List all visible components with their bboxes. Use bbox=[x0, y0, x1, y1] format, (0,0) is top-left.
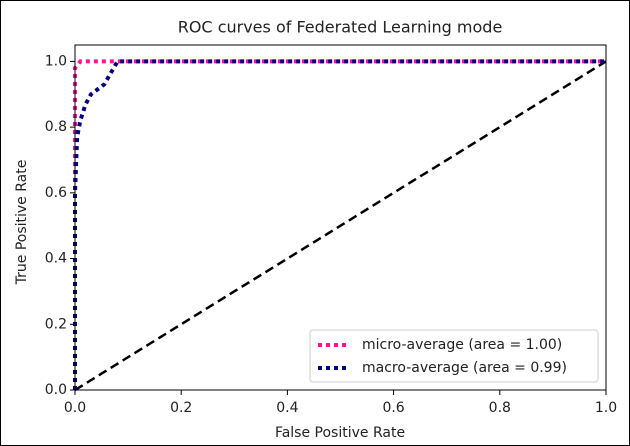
x-tick-label: 0.4 bbox=[276, 400, 298, 416]
legend-label: macro-average (area = 0.99) bbox=[362, 360, 567, 376]
y-axis-label: True Positive Rate bbox=[14, 160, 30, 286]
y-tick-label: 0.2 bbox=[45, 316, 67, 332]
y-tick-label: 0.8 bbox=[45, 119, 67, 135]
x-tick-label: 0.6 bbox=[382, 400, 404, 416]
x-axis-label: False Positive Rate bbox=[275, 425, 405, 441]
chance-line bbox=[74, 60, 607, 392]
legend-label: micro-average (area = 1.00) bbox=[362, 337, 562, 353]
y-tick-label: 0.6 bbox=[45, 185, 67, 201]
chart-title: ROC curves of Federated Learning mode bbox=[178, 18, 503, 37]
x-tick-label: 1.0 bbox=[595, 400, 617, 416]
legend bbox=[309, 329, 599, 383]
x-tick-label: 0.8 bbox=[489, 400, 511, 416]
x-tick-label: 0.2 bbox=[170, 400, 192, 416]
y-tick-label: 0.0 bbox=[45, 382, 67, 398]
y-tick-label: 1.0 bbox=[45, 53, 67, 69]
plot-frame bbox=[74, 44, 607, 391]
y-tick-label: 0.4 bbox=[45, 251, 67, 267]
x-tick-label: 0.0 bbox=[64, 400, 86, 416]
